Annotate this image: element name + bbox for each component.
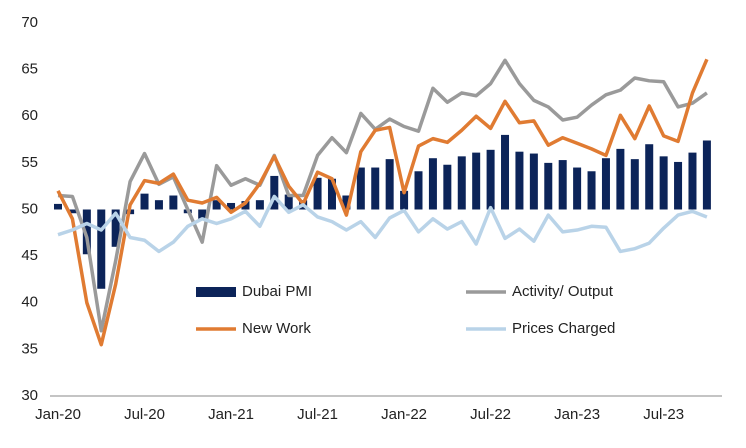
bar <box>169 195 178 210</box>
legend-label: Activity/ Output <box>512 283 614 300</box>
bar <box>428 158 437 210</box>
y-tick-label: 35 <box>21 340 38 357</box>
bar <box>645 144 654 210</box>
x-tick-label: Jan-23 <box>554 406 600 423</box>
bar <box>688 152 697 210</box>
bar <box>616 148 625 210</box>
bar <box>342 195 351 210</box>
bar <box>68 209 77 214</box>
bar <box>400 190 409 210</box>
bar <box>457 156 466 210</box>
bar <box>472 152 481 210</box>
bar <box>82 209 91 255</box>
bar <box>97 209 106 289</box>
legend-label: Dubai PMI <box>242 283 312 300</box>
bar <box>356 167 365 210</box>
bar <box>558 160 567 210</box>
bar <box>284 194 293 210</box>
y-tick-label: 50 <box>21 200 38 217</box>
bar <box>54 203 62 210</box>
y-tick-label: 60 <box>21 107 38 124</box>
bar <box>327 178 336 210</box>
bar <box>630 159 639 210</box>
bar <box>198 209 207 219</box>
bar <box>659 156 668 210</box>
bar <box>371 167 380 210</box>
bar <box>601 158 610 210</box>
bar <box>414 171 423 210</box>
x-tick-label: Jan-20 <box>35 406 81 423</box>
bar <box>255 200 264 210</box>
line <box>57 194 708 254</box>
bar <box>544 162 553 210</box>
bar <box>515 151 524 210</box>
bar <box>313 177 322 210</box>
bar <box>241 201 250 210</box>
x-tick-label: Jul-22 <box>470 406 511 423</box>
bar <box>573 167 582 210</box>
x-tick-label: Jul-23 <box>643 406 684 423</box>
legend-label: New Work <box>242 320 311 337</box>
bar <box>674 161 683 210</box>
x-tick-label: Jan-22 <box>381 406 427 423</box>
bar <box>385 159 394 210</box>
bar <box>501 134 510 210</box>
bar <box>443 164 452 210</box>
bar <box>140 193 149 210</box>
bar <box>111 209 120 247</box>
bar <box>212 200 221 210</box>
bar <box>154 200 163 210</box>
x-tick-label: Jul-21 <box>297 406 338 423</box>
y-tick-label: 45 <box>21 247 38 264</box>
y-tick-label: 70 <box>21 14 38 31</box>
legend-label: Prices Charged <box>512 320 615 337</box>
bar <box>587 171 596 210</box>
bar <box>270 175 279 210</box>
legend-key <box>196 287 236 297</box>
x-tick-label: Jan-21 <box>208 406 254 423</box>
bar <box>702 140 711 210</box>
bar <box>227 202 236 210</box>
y-tick-label: 40 <box>21 294 38 311</box>
y-tick-label: 65 <box>21 61 38 78</box>
bar <box>529 153 538 210</box>
y-tick-label: 30 <box>21 387 38 404</box>
x-tick-label: Jul-20 <box>124 406 165 423</box>
line <box>56 58 709 347</box>
bar <box>486 149 495 210</box>
y-tick-label: 55 <box>21 154 38 171</box>
